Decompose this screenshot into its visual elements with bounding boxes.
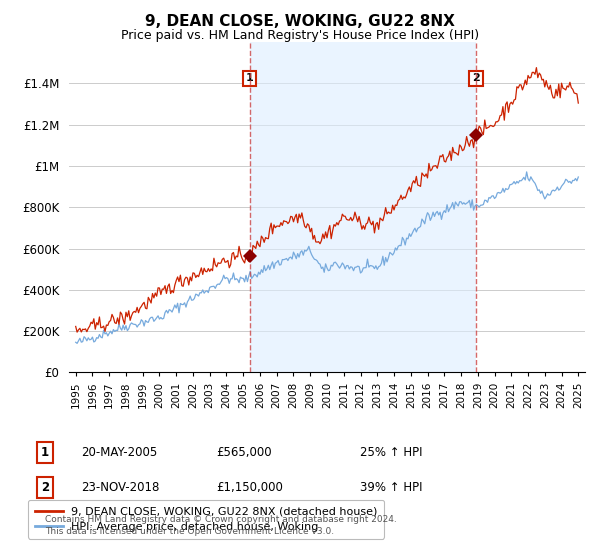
Text: 2: 2 [41, 480, 49, 494]
Text: This data is licensed under the Open Government Licence v3.0.: This data is licensed under the Open Gov… [45, 528, 334, 536]
Text: 1: 1 [41, 446, 49, 459]
Bar [250, 42, 476, 372]
Text: 39% ↑ HPI: 39% ↑ HPI [360, 480, 422, 494]
Text: £1,150,000: £1,150,000 [216, 480, 283, 494]
Text: 20-MAY-2005: 20-MAY-2005 [81, 446, 157, 459]
Text: 23-NOV-2018: 23-NOV-2018 [81, 480, 160, 494]
Text: 2: 2 [472, 73, 480, 83]
Text: Contains HM Land Registry data © Crown copyright and database right 2024.: Contains HM Land Registry data © Crown c… [45, 515, 397, 524]
Text: Price paid vs. HM Land Registry's House Price Index (HPI): Price paid vs. HM Land Registry's House … [121, 29, 479, 42]
Legend: 9, DEAN CLOSE, WOKING, GU22 8NX (detached house), HPI: Average price, detached h: 9, DEAN CLOSE, WOKING, GU22 8NX (detache… [28, 500, 385, 539]
Text: 9, DEAN CLOSE, WOKING, GU22 8NX: 9, DEAN CLOSE, WOKING, GU22 8NX [145, 14, 455, 29]
Text: 25% ↑ HPI: 25% ↑ HPI [360, 446, 422, 459]
Text: £565,000: £565,000 [216, 446, 272, 459]
Text: 1: 1 [246, 73, 253, 83]
